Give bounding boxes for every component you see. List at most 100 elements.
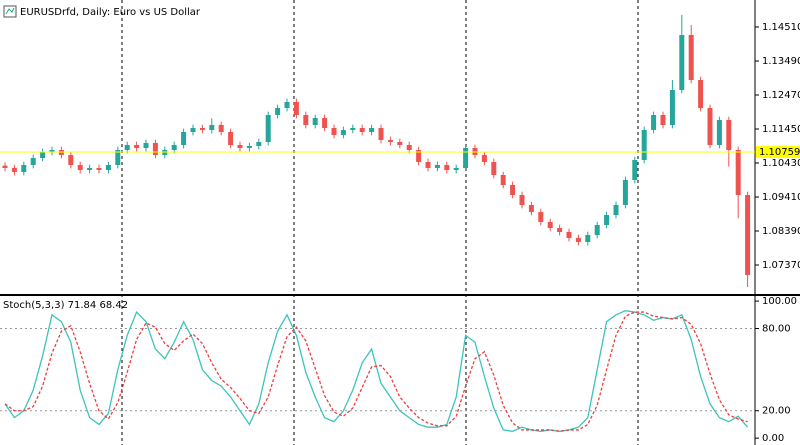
- candle-body: [228, 132, 234, 145]
- candle-body: [96, 168, 102, 170]
- icon: [3, 5, 17, 18]
- candle-body: [566, 232, 572, 238]
- candle-body: [124, 145, 130, 150]
- candle-body: [444, 165, 450, 170]
- current-price-box: [756, 146, 800, 159]
- candle-body: [716, 120, 722, 145]
- candle-body: [528, 205, 534, 212]
- candle-body: [378, 128, 384, 140]
- y-tick-label: 80.00: [762, 324, 791, 335]
- chart-title: EURUSDrfd, Daily: Euro vs US Dollar: [20, 7, 201, 18]
- candle-body: [660, 115, 666, 125]
- candle-body: [547, 222, 553, 228]
- candle-body: [519, 195, 525, 205]
- candle-body: [11, 168, 17, 172]
- candle-body: [105, 165, 111, 170]
- candle-body: [340, 130, 346, 135]
- candle-body: [575, 238, 581, 242]
- candle-body: [594, 225, 600, 235]
- y-tick-label: 1.08390: [762, 226, 800, 237]
- candle-body: [669, 90, 675, 125]
- candle-body: [134, 145, 140, 148]
- candle-body: [312, 118, 318, 125]
- candle-body: [181, 132, 187, 145]
- candle-body: [87, 168, 93, 170]
- y-tick-label: 1.07370: [762, 260, 800, 271]
- candle-body: [745, 195, 751, 275]
- y-tick-label: 1.09410: [762, 192, 800, 203]
- stoch-line: [4, 311, 748, 432]
- candle-body: [613, 205, 619, 215]
- candle-body: [557, 228, 563, 232]
- y-tick-label: 20.00: [762, 406, 791, 417]
- candle-body: [735, 150, 741, 195]
- y-tick-label: 100.00: [762, 296, 797, 307]
- y-tick-label: 1.14510: [762, 22, 800, 33]
- candle-body: [237, 145, 243, 148]
- candle-body: [406, 145, 412, 150]
- y-tick-label: 1.13490: [762, 56, 800, 67]
- candle-body: [152, 143, 158, 155]
- candle-body: [369, 128, 375, 132]
- candle-body: [387, 140, 393, 142]
- candle-body: [49, 150, 55, 152]
- candle-body: [472, 148, 478, 155]
- candle-body: [604, 215, 610, 225]
- candle-body: [359, 128, 365, 132]
- candle-body: [688, 35, 694, 80]
- candle-body: [651, 115, 657, 130]
- candle-body: [68, 155, 74, 165]
- candle-body: [143, 143, 149, 148]
- candle-body: [679, 35, 685, 90]
- candle-body: [265, 115, 271, 142]
- candle-body: [463, 148, 469, 168]
- candle-body: [491, 162, 497, 175]
- indicator-title: Stoch(5,3,3) 71.84 68.42: [3, 300, 128, 311]
- y-tick-label: 1.12470: [762, 90, 800, 101]
- candle-body: [322, 118, 328, 128]
- candle-body: [171, 145, 177, 150]
- candle-body: [707, 108, 713, 145]
- candle-body: [726, 120, 732, 150]
- candle-body: [481, 155, 487, 162]
- icon: [5, 7, 15, 15]
- y-tick-label: 1.11450: [762, 124, 800, 135]
- candle-body: [632, 160, 638, 180]
- candle-body: [453, 168, 459, 170]
- candle-body: [303, 115, 309, 125]
- candle-body: [30, 158, 36, 165]
- symbol-icon: [3, 5, 17, 18]
- period-separators: [121, 0, 639, 445]
- candle-body: [425, 162, 431, 168]
- candle-body: [246, 146, 252, 148]
- candle-body: [218, 125, 224, 132]
- candle-body: [641, 130, 647, 160]
- candle-body: [2, 165, 8, 168]
- candle-body: [622, 180, 628, 205]
- candle-body: [350, 128, 356, 130]
- candle-body: [538, 212, 544, 222]
- candle-body: [77, 165, 83, 170]
- candle-body: [190, 128, 196, 132]
- candle-body: [256, 142, 262, 146]
- candle-body: [284, 102, 290, 108]
- candle-body: [21, 165, 27, 172]
- candle-body: [199, 128, 205, 130]
- candle-body: [275, 108, 281, 115]
- candle-body: [434, 165, 440, 168]
- candle-body: [500, 175, 506, 185]
- candle-body: [397, 142, 403, 145]
- candle-body: [585, 235, 591, 242]
- candle-body: [416, 150, 422, 162]
- candle-body: [510, 185, 516, 195]
- candle-body: [115, 150, 121, 165]
- candle-body: [331, 128, 337, 135]
- candle-body: [40, 152, 46, 158]
- y-tick-label: 0.00: [762, 433, 784, 444]
- candle-body: [209, 125, 215, 130]
- y-tick-label: 1.10430: [762, 158, 800, 169]
- candle-body: [698, 80, 704, 108]
- current-price-label: 1.10759: [759, 147, 800, 158]
